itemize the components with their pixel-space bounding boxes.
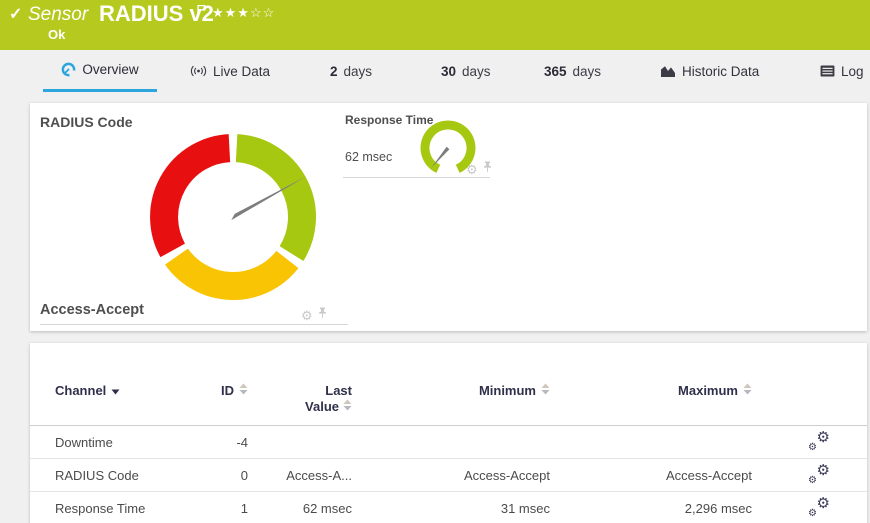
sort-descending-icon: [111, 383, 120, 398]
response-time-gauge-title: Response Time: [345, 113, 434, 127]
column-header-last-value[interactable]: Last Value: [305, 383, 352, 415]
gauge-segment-ok: [235, 134, 316, 262]
gauge-divider: [40, 324, 348, 325]
mini-gauge-pin-icon[interactable]: [482, 160, 493, 178]
channel-maximum: Access-Accept: [666, 467, 752, 483]
tab-historic-data-label: Historic Data: [682, 63, 760, 79]
channel-minimum: 31 msec: [500, 500, 550, 516]
mini-gauge-settings-gear-icon[interactable]: ⚙: [466, 161, 478, 177]
tab-log-label: Log: [841, 63, 864, 79]
gauges-panel: RADIUS Code Access-Accept ⚙ Response Tim…: [30, 103, 867, 331]
log-list-icon: [820, 65, 835, 77]
tab-live-data-label: Live Data: [213, 63, 271, 79]
channel-name: Downtime: [55, 434, 113, 450]
sensor-status-text: Ok: [48, 27, 66, 42]
edit-channel-gears-icon[interactable]: ⚙ ⚙: [808, 429, 830, 453]
edit-channel-gears-icon[interactable]: ⚙ ⚙: [808, 462, 830, 486]
sort-icon: [239, 383, 248, 398]
tab-2-days[interactable]: 2 days: [330, 50, 372, 92]
tab-30-days-number: 30: [441, 63, 457, 79]
column-header-id[interactable]: ID: [175, 383, 248, 398]
sensor-header: ✓ Sensor RADIUS v2 ★★★☆☆ Ok: [0, 0, 870, 50]
response-time-gauge-value: 62 msec: [345, 150, 393, 164]
channel-last-value: Access-A...: [286, 467, 352, 483]
channel-table: Channel ID Last Value: [30, 343, 867, 523]
sort-icon: [541, 383, 550, 398]
radius-code-gauge: [150, 134, 316, 301]
channel-id: 0: [240, 467, 248, 483]
sensor-kind-label: Sensor: [28, 4, 89, 25]
table-header-row: Channel ID Last Value: [30, 383, 867, 426]
tab-overview[interactable]: Overview: [43, 50, 157, 92]
mini-gauge-needle: [431, 146, 450, 168]
broadcast-icon: [190, 65, 207, 77]
tab-2-days-number: 2: [330, 63, 338, 79]
tab-bar: Overview Live Data 2 days 30 days 365: [0, 50, 870, 92]
radius-code-gauge-value: Access-Accept: [40, 302, 144, 318]
mini-gauge-divider: [343, 177, 490, 178]
gauge-segment-error: [150, 134, 231, 258]
sort-icon: [743, 383, 752, 398]
flag-icon[interactable]: [196, 4, 206, 22]
tab-overview-label: Overview: [82, 62, 139, 77]
tab-live-data[interactable]: Live Data: [190, 50, 270, 92]
channel-last-value: 62 msec: [302, 500, 352, 516]
channel-id: 1: [240, 500, 248, 516]
column-header-channel[interactable]: Channel: [55, 383, 175, 398]
channel-name: RADIUS Code: [55, 467, 139, 483]
tab-365-days-unit: days: [572, 63, 602, 79]
radius-code-gauge-title: RADIUS Code: [40, 114, 133, 130]
mini-gauge-arc: [420, 120, 476, 173]
column-header-maximum[interactable]: Maximum: [550, 383, 752, 398]
rating-stars[interactable]: ★★★☆☆: [212, 5, 276, 20]
column-header-minimum[interactable]: Minimum: [352, 383, 550, 398]
channel-minimum: Access-Accept: [464, 467, 550, 483]
table-row-response-time: Response Time 1 62 msec 31 msec 2,296 ms…: [30, 492, 867, 523]
tab-historic-data[interactable]: Historic Data: [660, 50, 759, 92]
channel-maximum: 2,296 msec: [684, 500, 752, 516]
tab-365-days-number: 365: [544, 63, 567, 79]
gauge-tab-icon: [61, 62, 76, 77]
table-row-radius-code: RADIUS Code 0 Access-A... Access-Accept …: [30, 459, 867, 492]
sort-icon: [343, 399, 352, 415]
tab-30-days-unit: days: [462, 63, 491, 79]
channel-name: Response Time: [55, 500, 146, 516]
table-row-downtime: Downtime -4 ⚙ ⚙: [30, 426, 867, 459]
response-time-gauge: [420, 120, 476, 173]
area-chart-icon: [660, 64, 676, 78]
channel-id: -4: [236, 434, 248, 450]
gauge-segment-warning: [165, 248, 299, 301]
sensor-name: RADIUS v2: [99, 1, 214, 26]
channel-table-panel: Channel ID Last Value: [30, 343, 867, 523]
status-ok-check-icon: ✓: [9, 6, 23, 23]
gauge-pin-icon[interactable]: [317, 306, 328, 324]
tab-2-days-unit: days: [343, 63, 373, 79]
edit-channel-gears-icon[interactable]: ⚙ ⚙: [808, 495, 830, 519]
tab-365-days[interactable]: 365 days: [544, 50, 601, 92]
tab-log[interactable]: Log: [820, 50, 864, 92]
gauge-settings-gear-icon[interactable]: ⚙: [301, 307, 313, 323]
tab-30-days[interactable]: 30 days: [441, 50, 491, 92]
